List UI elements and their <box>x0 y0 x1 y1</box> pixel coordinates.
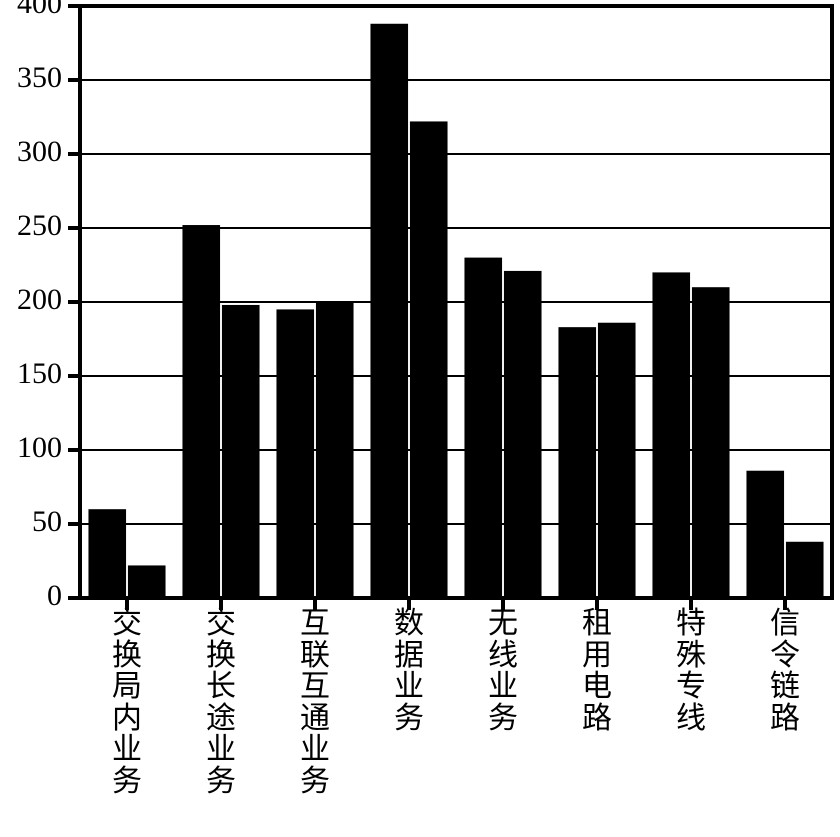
bar <box>410 121 448 598</box>
x-tick-label: 数据业务 <box>390 608 429 734</box>
y-tick-label: 100 <box>17 431 62 464</box>
x-tick-label: 信令链路 <box>766 608 805 734</box>
y-tick-label: 150 <box>17 357 62 390</box>
x-tick-label: 租用电路 <box>578 608 617 734</box>
y-tick-label: 400 <box>17 0 62 20</box>
y-tick-label: 250 <box>17 209 62 242</box>
y-tick-label: 0 <box>47 579 62 612</box>
bar <box>276 309 314 598</box>
bar <box>88 509 126 598</box>
bar <box>222 305 260 598</box>
y-tick-label: 350 <box>17 61 62 94</box>
bar <box>464 258 502 598</box>
bar <box>786 542 824 598</box>
x-tick-label: 交换长途业务 <box>202 608 241 797</box>
bar <box>692 287 730 598</box>
bar <box>504 271 542 598</box>
y-tick-label: 200 <box>17 283 62 316</box>
bar <box>370 24 408 598</box>
y-tick-label: 300 <box>17 135 62 168</box>
bar <box>182 225 220 598</box>
bar <box>598 323 636 598</box>
bar <box>652 272 690 598</box>
x-tick-label: 交换局内业务 <box>108 608 147 797</box>
x-tick-label: 互联互通业务 <box>296 608 335 797</box>
bar <box>746 471 784 598</box>
bar <box>558 327 596 598</box>
chart-container: 0 50 100 150 200 250 300 350 400 交换局内业务 交换长途业务 互联互… <box>0 0 840 837</box>
y-tick-label: 50 <box>32 505 62 538</box>
bar <box>316 302 354 598</box>
x-tick-label: 特殊专线 <box>672 608 711 734</box>
x-tick-label: 无线业务 <box>484 608 523 734</box>
bar <box>128 565 166 598</box>
